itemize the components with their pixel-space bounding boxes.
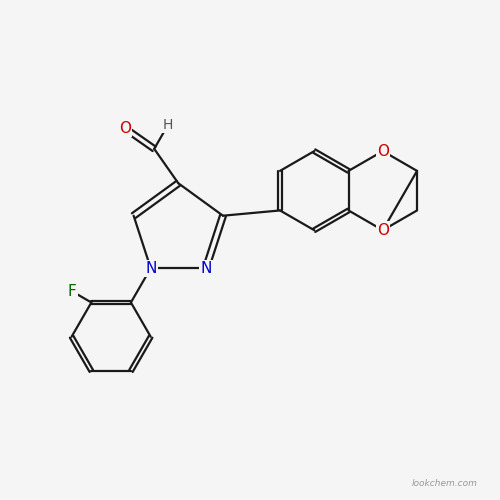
Text: O: O — [377, 144, 389, 158]
Text: N: N — [145, 260, 156, 276]
Text: H: H — [162, 118, 173, 132]
Text: F: F — [68, 284, 76, 299]
Text: O: O — [377, 222, 389, 238]
Text: O: O — [119, 121, 131, 136]
Text: lookchem.com: lookchem.com — [412, 480, 478, 488]
Text: N: N — [200, 260, 211, 276]
